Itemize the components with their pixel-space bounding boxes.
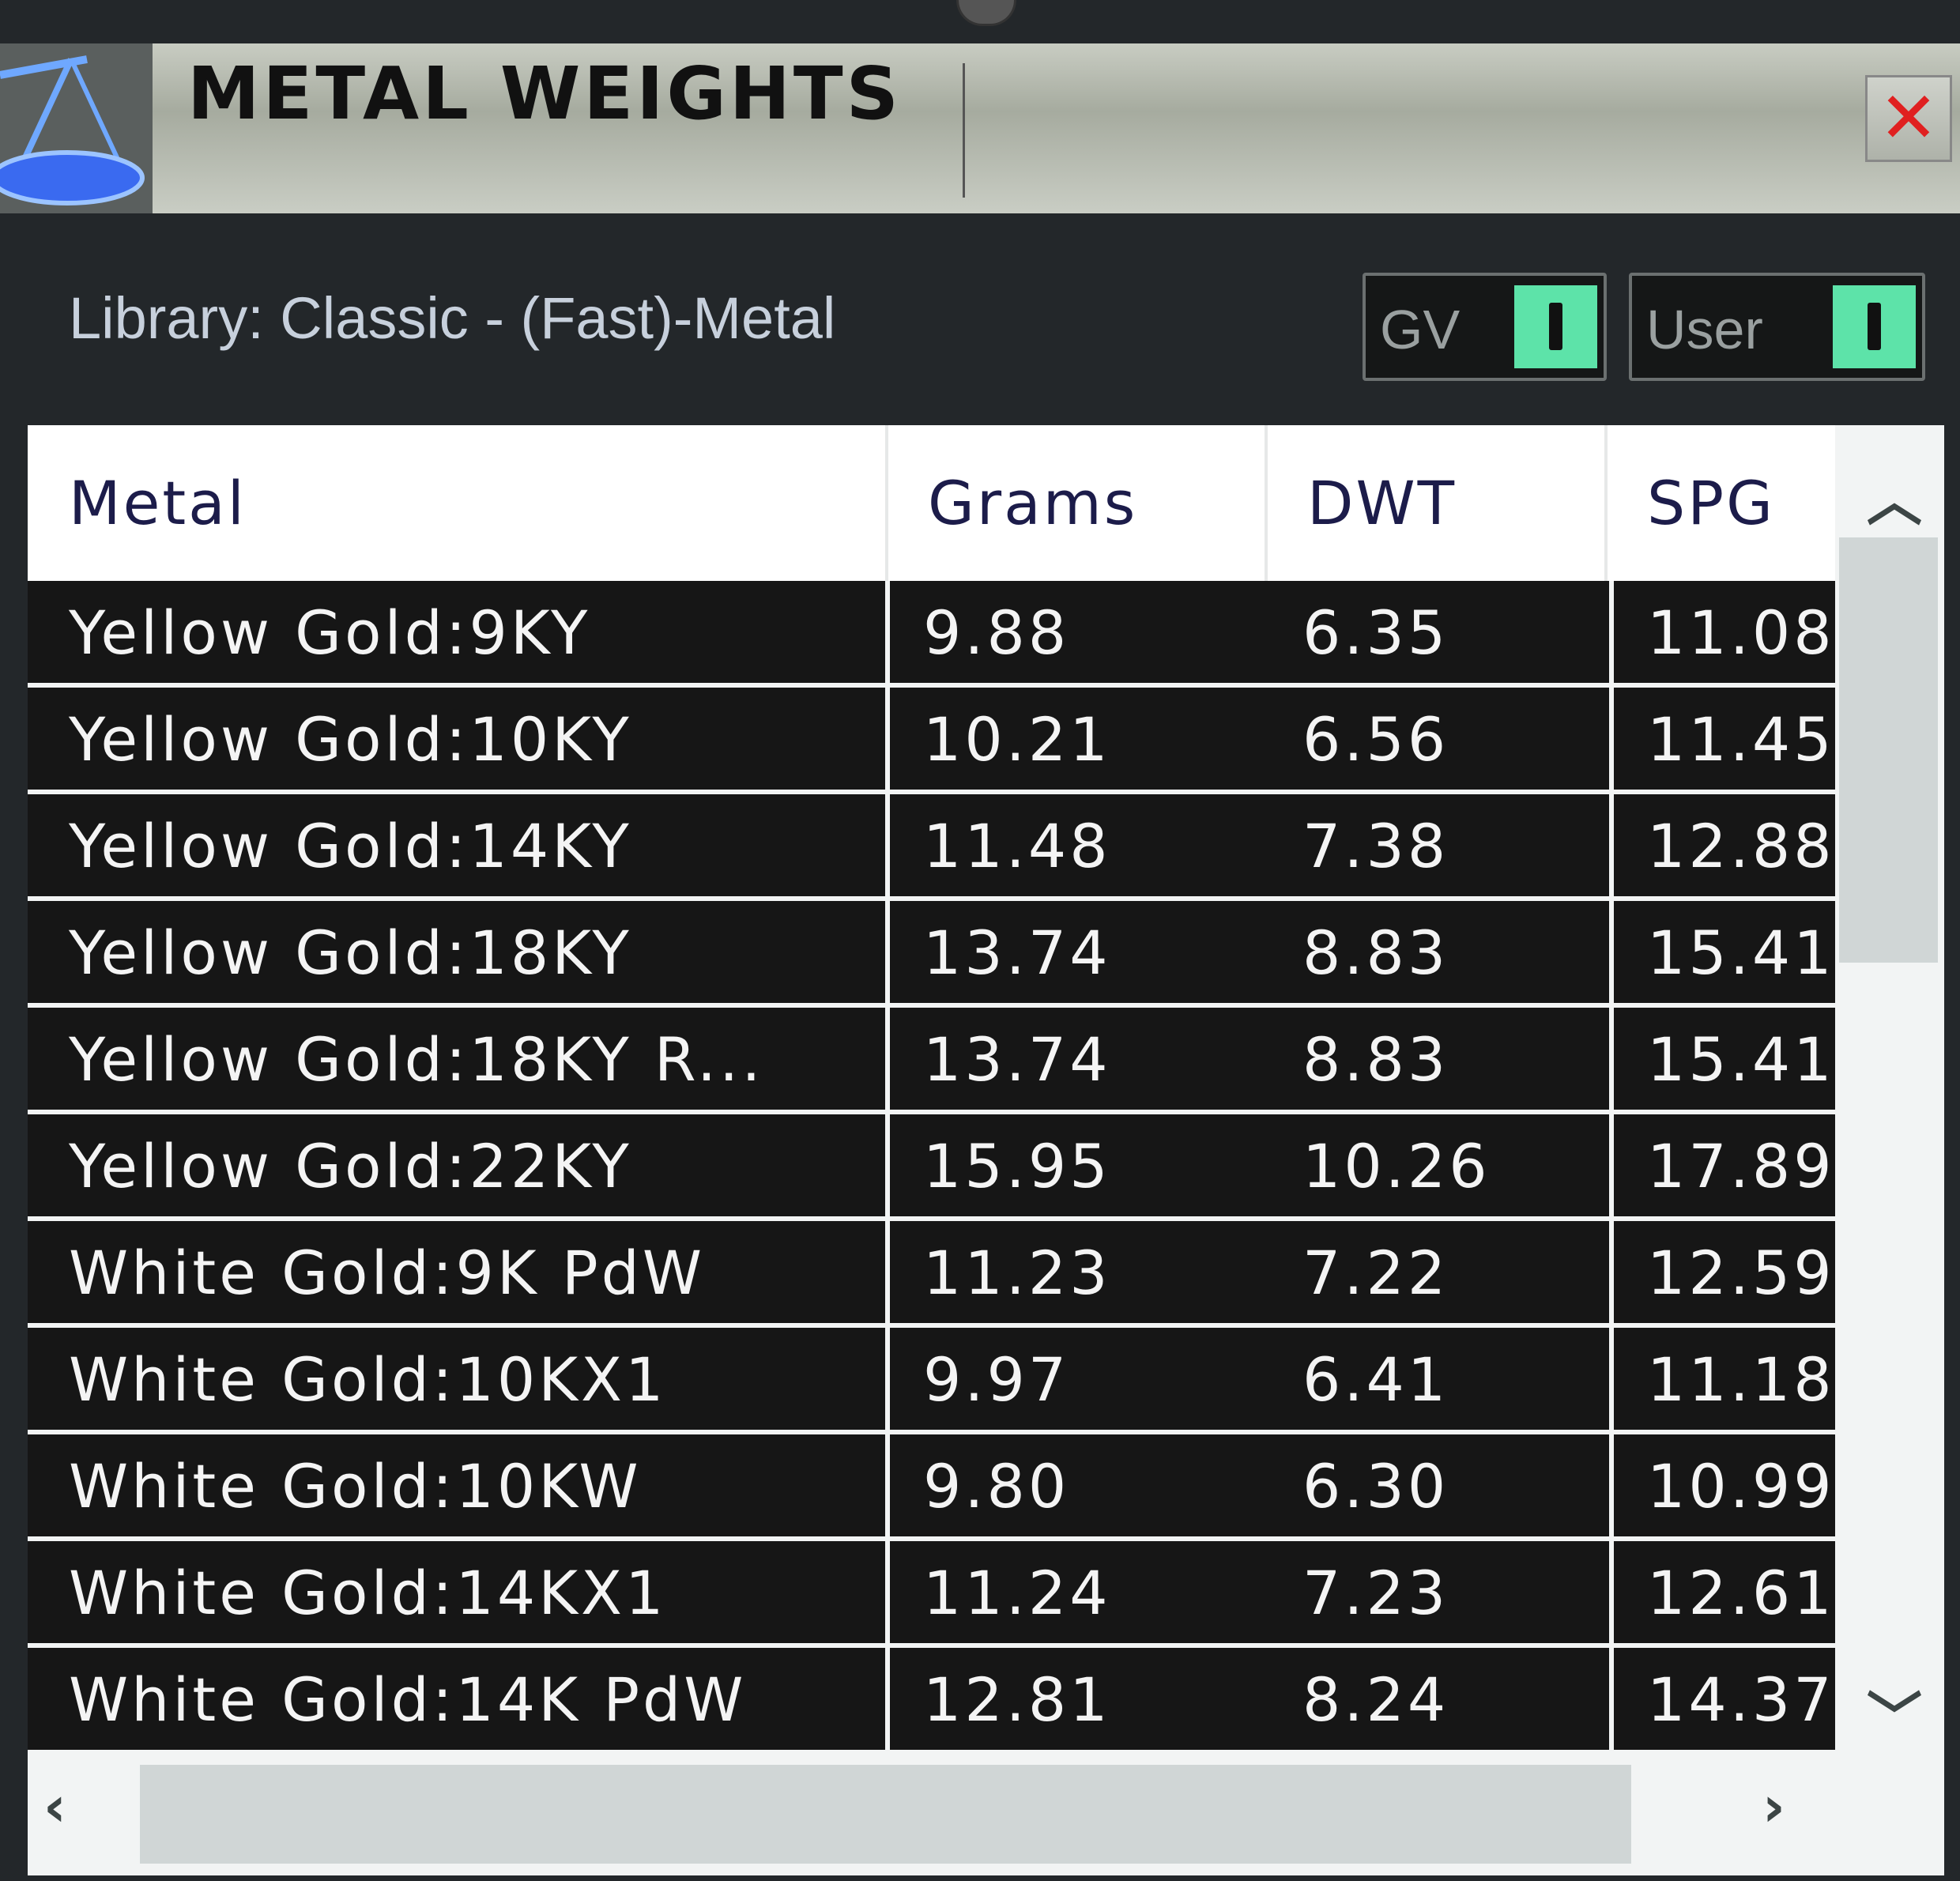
table-row[interactable]: Yellow Gold:14KY 11.48 7.38 12.88 bbox=[28, 794, 1835, 901]
cell-grams: 11.23 bbox=[890, 1221, 1269, 1323]
cell-metal: White Gold:10KX1 bbox=[28, 1328, 885, 1430]
cell-metal: Yellow Gold:18KY bbox=[28, 901, 885, 1003]
cell-spg: 15.41 bbox=[1614, 1008, 1835, 1110]
library-label: Library: Classic - (Fast)-Metal bbox=[69, 285, 836, 351]
cell-metal: Yellow Gold:9KY bbox=[28, 581, 885, 683]
cell-dwt: 6.30 bbox=[1269, 1434, 1609, 1536]
close-icon: ✕ bbox=[1879, 77, 1939, 160]
chevron-up-icon[interactable]: ︿ bbox=[1867, 469, 1922, 533]
table-row[interactable]: White Gold:9K PdW 11.23 7.22 12.59 bbox=[28, 1221, 1835, 1328]
cell-dwt: 6.56 bbox=[1269, 688, 1609, 790]
cell-spg: 14.37 bbox=[1614, 1648, 1835, 1750]
horizontal-scrollbar[interactable]: ‹ › bbox=[28, 1751, 1944, 1875]
cell-grams: 9.97 bbox=[890, 1328, 1269, 1430]
table-body: Yellow Gold:9KY 9.88 6.35 11.08 Yellow Gold:… bbox=[28, 581, 1835, 1751]
cell-spg: 12.88 bbox=[1614, 794, 1835, 896]
toggle-label: User bbox=[1646, 299, 1763, 360]
cell-grams: 13.74 bbox=[890, 901, 1269, 1003]
cell-spg: 11.18 bbox=[1614, 1328, 1835, 1430]
cell-spg: 17.89 bbox=[1614, 1114, 1835, 1216]
cell-spg: 11.45 bbox=[1614, 688, 1835, 790]
cell-dwt: 7.23 bbox=[1269, 1541, 1609, 1643]
close-button[interactable]: ✕ bbox=[1865, 75, 1952, 162]
horizontal-scroll-thumb[interactable] bbox=[140, 1765, 1631, 1864]
cell-dwt: 7.38 bbox=[1269, 794, 1609, 896]
cell-dwt: 8.83 bbox=[1269, 901, 1609, 1003]
cell-dwt: 8.24 bbox=[1269, 1648, 1609, 1750]
table-row[interactable]: White Gold:10KW 9.80 6.30 10.99 bbox=[28, 1434, 1835, 1541]
cell-spg: 12.61 bbox=[1614, 1541, 1835, 1643]
cell-spg: 12.59 bbox=[1614, 1221, 1835, 1323]
cell-grams: 13.74 bbox=[890, 1008, 1269, 1110]
chevron-right-icon[interactable]: › bbox=[1762, 1774, 1785, 1839]
user-toggle[interactable]: User bbox=[1629, 273, 1925, 381]
gv-toggle[interactable]: GV bbox=[1363, 273, 1607, 381]
divider bbox=[963, 63, 965, 198]
table-row[interactable]: Yellow Gold:22KY 15.95 10.26 17.89 bbox=[28, 1114, 1835, 1221]
chevron-left-icon[interactable]: ‹ bbox=[43, 1774, 66, 1839]
table-row[interactable]: White Gold:14KX1 11.24 7.23 12.61 bbox=[28, 1541, 1835, 1648]
window-title: METAL WEIGHTS bbox=[187, 51, 902, 136]
column-header-metal[interactable]: Metal bbox=[69, 468, 247, 538]
cell-metal: Yellow Gold:14KY bbox=[28, 794, 885, 896]
table-row[interactable]: White Gold:10KX1 9.97 6.41 11.18 bbox=[28, 1328, 1835, 1434]
cell-dwt: 6.41 bbox=[1269, 1328, 1609, 1430]
cell-metal: White Gold:14KX1 bbox=[28, 1541, 885, 1643]
drag-handle[interactable] bbox=[956, 0, 1016, 26]
table-row[interactable]: Yellow Gold:18KY 13.74 8.83 15.41 bbox=[28, 901, 1835, 1008]
column-header-dwt[interactable]: DWT bbox=[1265, 425, 1647, 581]
cell-grams: 11.24 bbox=[890, 1541, 1269, 1643]
top-bar bbox=[0, 0, 1960, 43]
cell-spg: 11.08 bbox=[1614, 581, 1835, 683]
table-row[interactable]: Yellow Gold:9KY 9.88 6.35 11.08 bbox=[28, 581, 1835, 688]
chevron-down-icon[interactable]: ﹀ bbox=[1867, 1686, 1922, 1751]
column-header-grams[interactable]: Grams bbox=[885, 425, 1307, 581]
cell-grams: 9.88 bbox=[890, 581, 1269, 683]
cell-dwt: 10.26 bbox=[1269, 1114, 1609, 1216]
cell-metal: White Gold:9K PdW bbox=[28, 1221, 885, 1323]
cell-dwt: 6.35 bbox=[1269, 581, 1609, 683]
cell-dwt: 7.22 bbox=[1269, 1221, 1609, 1323]
vertical-scrollbar[interactable]: ︿ ﹀ bbox=[1835, 425, 1944, 1751]
column-header-spg[interactable]: SPG bbox=[1604, 425, 1878, 581]
cell-grams: 9.80 bbox=[890, 1434, 1269, 1536]
cell-metal: Yellow Gold:18KY R... bbox=[28, 1008, 885, 1110]
table-row[interactable]: White Gold:14K PdW 12.81 8.24 14.37 bbox=[28, 1648, 1835, 1751]
cell-dwt: 8.83 bbox=[1269, 1008, 1609, 1110]
cell-metal: White Gold:10KW bbox=[28, 1434, 885, 1536]
table-row[interactable]: Yellow Gold:10KY 10.21 6.56 11.45 bbox=[28, 688, 1835, 794]
toggle-switch[interactable] bbox=[1514, 285, 1597, 368]
vertical-scroll-thumb[interactable] bbox=[1839, 537, 1938, 963]
cell-spg: 10.99 bbox=[1614, 1434, 1835, 1536]
title-bar: METAL WEIGHTS ✕ bbox=[0, 43, 1960, 213]
cell-grams: 15.95 bbox=[890, 1114, 1269, 1216]
scale-icon bbox=[0, 43, 153, 213]
metal-table: Metal Grams DWT SPG Yellow Gold:9KY 9.88 6… bbox=[28, 425, 1944, 1875]
cell-metal: White Gold:14K PdW bbox=[28, 1648, 885, 1750]
cell-grams: 10.21 bbox=[890, 688, 1269, 790]
cell-grams: 12.81 bbox=[890, 1648, 1269, 1750]
cell-metal: Yellow Gold:10KY bbox=[28, 688, 885, 790]
toggle-label: GV bbox=[1380, 299, 1461, 360]
cell-metal: Yellow Gold:22KY bbox=[28, 1114, 885, 1216]
table-header: Metal Grams DWT SPG bbox=[28, 425, 1835, 581]
table-row[interactable]: Yellow Gold:18KY R... 13.74 8.83 15.41 bbox=[28, 1008, 1835, 1114]
cell-spg: 15.41 bbox=[1614, 901, 1835, 1003]
cell-grams: 11.48 bbox=[890, 794, 1269, 896]
toggle-switch[interactable] bbox=[1833, 285, 1916, 368]
